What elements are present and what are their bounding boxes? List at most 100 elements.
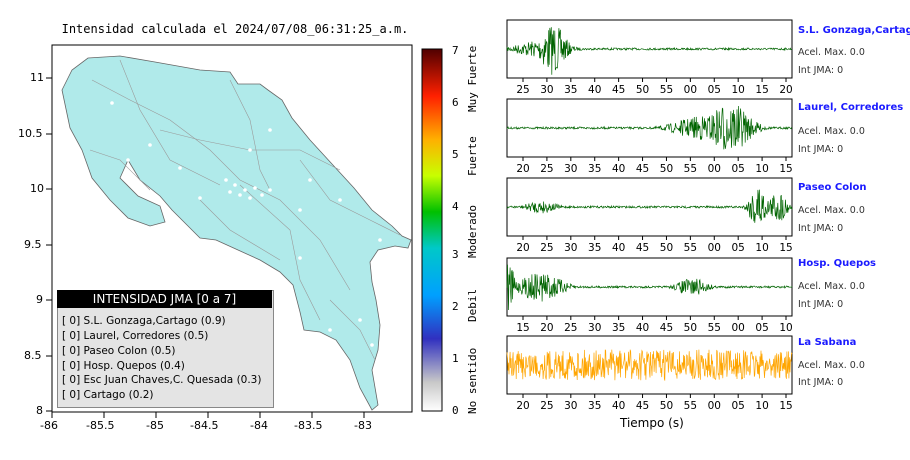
trace-tick-label: 55 [708, 322, 721, 334]
trace-station-name: Paseo Colon [798, 182, 867, 193]
trace-tick-label: 10 [755, 163, 768, 175]
trace-tick-label: 45 [612, 84, 625, 96]
trace-tick-label: 45 [660, 322, 673, 334]
colorbar-tick: 5 [452, 148, 459, 161]
colorbar-tick: 2 [452, 300, 459, 313]
trace-tick-label: 35 [588, 163, 601, 175]
trace-tick-label: 10 [731, 84, 744, 96]
trace-waveform [506, 349, 793, 381]
trace-tick-label: 55 [684, 400, 697, 412]
trace-tick-label: 10 [755, 400, 768, 412]
trace-waveform [506, 189, 793, 223]
trace-waveform [506, 105, 793, 150]
trace-tick-label: 20 [516, 163, 529, 175]
trace-tick-label: 10 [755, 242, 768, 254]
trace-station-name: La Sabana [798, 337, 857, 348]
colorbar-tick: 4 [452, 200, 459, 213]
trace-tick-label: 40 [612, 163, 625, 175]
trace-station-name: S.L. Gonzaga,Cartago [798, 25, 910, 36]
map-xtick: -85.5 [86, 419, 115, 432]
legend-item: [ 0] Laurel, Corredores (0.5) [62, 330, 209, 342]
trace-tick-label: 55 [660, 84, 673, 96]
trace-tick-label: 25 [540, 242, 553, 254]
colorbar-tick: 7 [452, 44, 459, 57]
trace-tick-label: 20 [779, 84, 792, 96]
trace-tick-label: 10 [779, 322, 792, 334]
trace-tick-label: 25 [540, 400, 553, 412]
road-network [89, 59, 401, 361]
trace-jma: Int JMA: 0 [798, 65, 844, 76]
trace-tick-label: 25 [564, 322, 577, 334]
colorbar-tick: 3 [452, 248, 459, 261]
legend-item: [ 0] Esc Juan Chaves,C. Quesada (0.3) [62, 374, 262, 386]
trace-tick-label: 40 [612, 242, 625, 254]
map-xtick: -84 [250, 419, 268, 432]
map-title: Intensidad calculada el 2024/07/08_06:31… [61, 22, 409, 36]
trace-tick-label: 25 [516, 84, 529, 96]
trace-waveform [506, 264, 793, 311]
trace-tick-label: 05 [731, 400, 744, 412]
trace-tick-label: 50 [684, 322, 697, 334]
trace-jma: Int JMA: 0 [798, 223, 844, 234]
trace-tick-label: 50 [636, 84, 649, 96]
trace-tick-label: 15 [779, 242, 792, 254]
trace-tick-label: 40 [612, 400, 625, 412]
trace-tick-label: 40 [636, 322, 649, 334]
trace-tick-label: 45 [636, 163, 649, 175]
trace-tick-label: 00 [708, 163, 721, 175]
map-ytick: 10 [30, 182, 44, 195]
trace-tick-label: 50 [660, 242, 673, 254]
trace-tick-label: 30 [588, 322, 601, 334]
legend-item: [ 0] Hosp. Quepos (0.4) [62, 360, 185, 372]
map-xtick: -83 [354, 419, 372, 432]
trace-tick-label: 20 [540, 322, 553, 334]
legend-item: [ 0] S.L. Gonzaga,Cartago (0.9) [62, 315, 226, 327]
trace-jma: Int JMA: 0 [798, 377, 844, 388]
trace-tick-label: 40 [588, 84, 601, 96]
map-xtick: -85 [146, 419, 164, 432]
trace-tick-label: 50 [660, 400, 673, 412]
trace-jma: Int JMA: 0 [798, 299, 844, 310]
trace-tick-label: 50 [660, 163, 673, 175]
trace-tick-label: 25 [540, 163, 553, 175]
colorbar-tick: 6 [452, 96, 459, 109]
trace-jma: Int JMA: 0 [798, 144, 844, 155]
map-xtick: -83.5 [294, 419, 323, 432]
colorbar-tick: 1 [452, 352, 459, 365]
map-ytick: 10.5 [18, 127, 43, 140]
trace-tick-label: 55 [684, 242, 697, 254]
trace-tick-label: 00 [708, 242, 721, 254]
trace-tick-label: 35 [612, 322, 625, 334]
map-ytick: 8.5 [24, 349, 42, 362]
trace-tick-label: 35 [588, 400, 601, 412]
trace-tick-label: 30 [564, 242, 577, 254]
trace-tick-label: 45 [636, 400, 649, 412]
trace-station-name: Laurel, Corredores [798, 102, 904, 113]
legend-item: [ 0] Cartago (0.2) [62, 389, 154, 401]
map-ytick: 9.5 [24, 238, 42, 251]
trace-tick-label: 00 [684, 84, 697, 96]
trace-tick-label: 05 [731, 242, 744, 254]
trace-accel: Acel. Max. 0.0 [798, 126, 865, 137]
trace-tick-label: 20 [516, 242, 529, 254]
trace-tick-label: 35 [564, 84, 577, 96]
station-dots [110, 101, 382, 347]
map-ytick: 9 [36, 293, 43, 306]
trace-tick-label: 00 [731, 322, 744, 334]
trace-accel: Acel. Max. 0.0 [798, 281, 865, 292]
trace-tick-label: 20 [516, 400, 529, 412]
legend-title: INTENSIDAD JMA [0 a 7] [57, 290, 272, 308]
trace-tick-label: 15 [516, 322, 529, 334]
map-ytick: 8 [36, 404, 43, 417]
trace-tick-label: 45 [636, 242, 649, 254]
trace-accel: Acel. Max. 0.0 [798, 47, 865, 58]
map-ticks [46, 77, 365, 418]
map-ytick: 11 [30, 71, 44, 84]
trace-tick-label: 15 [755, 84, 768, 96]
trace-tick-label: 05 [731, 163, 744, 175]
trace-tick-label: 30 [564, 400, 577, 412]
map-xtick: -86 [40, 419, 58, 432]
trace-waveform [506, 27, 793, 75]
trace-tick-label: 15 [779, 163, 792, 175]
